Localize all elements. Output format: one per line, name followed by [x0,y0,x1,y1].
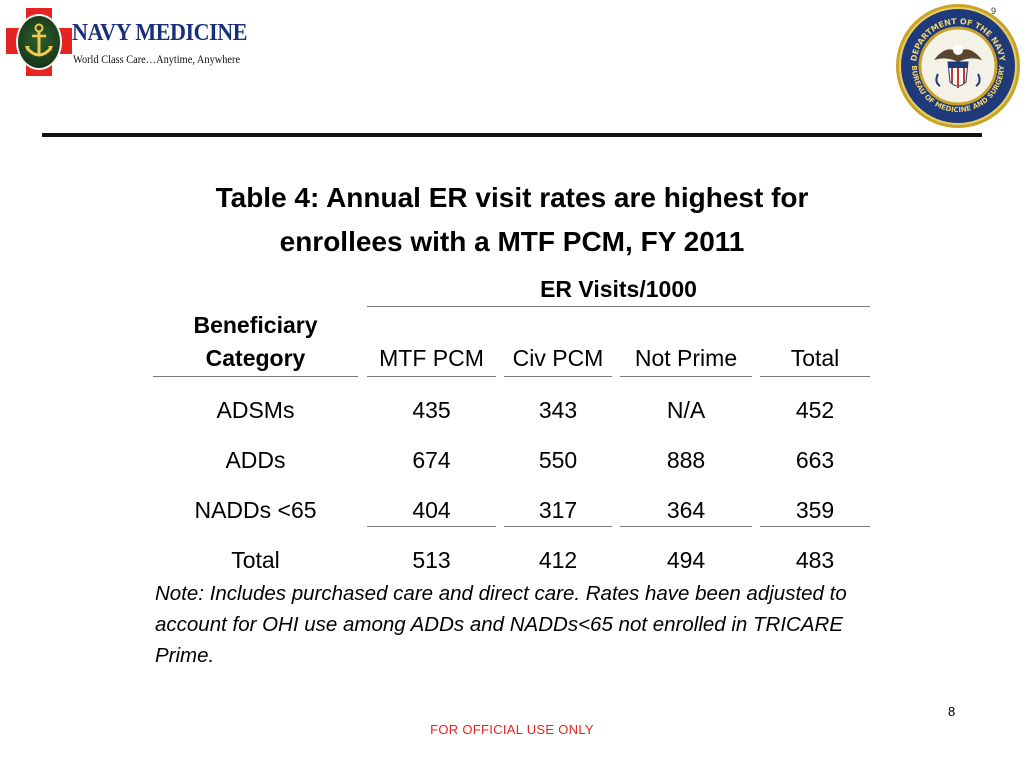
table-cell: 343 [538,397,578,423]
column-header-civ-pcm: Civ PCM [512,345,604,371]
corner-number: 9 [990,6,996,16]
title-line-1: Table 4: Annual ER visit rates are highe… [215,182,809,213]
header-rule [504,376,612,377]
column-header-mtf-pcm: MTF PCM [379,345,484,371]
header-rule [620,376,752,377]
slide-title: Table 4: Annual ER visit rates are highe… [0,176,1024,264]
logo-title: NAVY MEDICINE [72,20,247,46]
table-cell: 888 [666,447,706,473]
total-rule [760,526,870,527]
table-cell: 663 [795,447,835,473]
title-line-2: enrollees with a MTF PCM, FY 2011 [279,226,745,257]
row-category: ADDs [225,447,286,473]
table-cell: 483 [795,547,835,573]
row-category: Total [231,547,280,573]
header-rule [153,376,358,377]
footer-classification: FOR OFFICIAL USE ONLY [430,722,594,737]
column-header-not-prime: Not Prime [634,345,738,371]
header-rule [367,376,496,377]
table-cell: 452 [795,397,835,423]
table-cell: 674 [412,447,451,473]
category-header-line2: Category [205,345,306,371]
logo-tagline: World Class Care…Anytime, Anywhere [73,54,241,66]
navy-medicine-logo: NAVY MEDICINE World Class Care…Anytime, … [6,6,247,80]
table-cell: N/A [666,397,706,423]
group-header: ER Visits/1000 [540,276,697,302]
table-cell: 550 [538,447,578,473]
group-header-rule [367,306,870,307]
row-category: ADSMs [216,397,295,423]
table-note: Note: Includes purchased care and direct… [155,582,847,667]
red-cross-icon [6,6,72,78]
table-cell: 435 [412,397,451,423]
bumed-seal-icon: DEPARTMENT OF THE NAVY BUREAU OF MEDICIN… [894,2,1022,130]
row-category: NADDs <65 [194,497,317,523]
table-cell: 494 [666,547,706,573]
table-cell: 364 [666,497,706,523]
table-cell: 513 [412,547,451,573]
table-cell: 317 [538,497,578,523]
total-rule [367,526,496,527]
header-divider [42,133,982,137]
total-rule [504,526,612,527]
anchor-emblem-icon [16,14,62,70]
page-number: 8 [948,704,956,719]
table-cell: 359 [795,497,835,523]
total-rule [620,526,752,527]
table-cell: 412 [538,547,578,573]
column-header-total: Total [790,345,840,371]
category-header-line1: Beneficiary [193,312,318,338]
header-rule [760,376,870,377]
table-cell: 404 [412,497,451,523]
